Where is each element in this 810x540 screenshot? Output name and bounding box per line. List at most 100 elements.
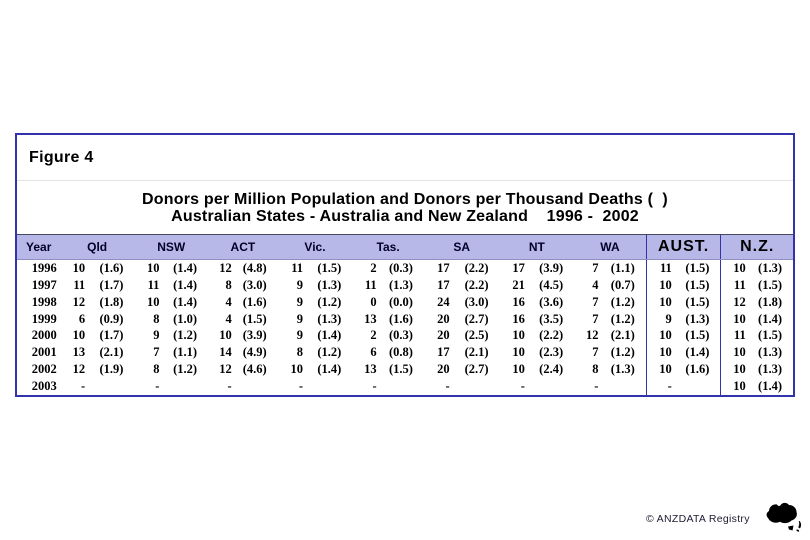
donors-per-million-value: - bbox=[298, 379, 304, 394]
donors-per-million-value: 12 bbox=[733, 294, 746, 309]
year-cell: 1998 bbox=[31, 294, 57, 309]
donors-per-thousand-deaths-value: (2.2) bbox=[464, 260, 489, 275]
data-cell-vic: 8 (1.2) bbox=[278, 344, 353, 361]
data-cell-tas: 11 (1.3) bbox=[352, 277, 424, 294]
donors-per-million-value: 16 bbox=[512, 294, 525, 309]
donors-per-thousand-deaths-value: (2.5) bbox=[464, 328, 489, 343]
data-cell-tas: 13 (1.6) bbox=[352, 311, 424, 328]
donors-per-thousand-deaths-value: (1.8) bbox=[758, 294, 782, 309]
data-cell-wa: 7 (1.1) bbox=[574, 260, 646, 277]
header-cell-vic: Vic. bbox=[304, 240, 326, 254]
donors-per-thousand-deaths-value: (1.2) bbox=[173, 328, 198, 343]
donors-per-million-value: 10 bbox=[733, 362, 746, 377]
year-cell: 1996 bbox=[31, 260, 57, 275]
donors-per-thousand-deaths-value: (0.3) bbox=[388, 328, 413, 343]
donors-per-thousand-deaths-value: (2.7) bbox=[464, 362, 489, 377]
data-cell-qld: 10 (1.7) bbox=[60, 328, 135, 345]
data-cell-nz: 10 (1.3) bbox=[720, 344, 793, 362]
donors-per-million-value: 8 bbox=[225, 277, 232, 292]
donors-per-million-value: 7 bbox=[153, 345, 160, 360]
donors-per-million-value: 10 bbox=[512, 328, 525, 343]
header-cell-sa: SA bbox=[453, 240, 471, 254]
donors-per-million-value: 2 bbox=[370, 260, 377, 275]
data-cell-tas: 13 (1.5) bbox=[352, 361, 424, 378]
donors-per-thousand-deaths-value: (1.8) bbox=[99, 294, 124, 309]
data-cell-sa: - bbox=[424, 378, 500, 395]
donors-per-million-value: - bbox=[227, 379, 232, 394]
donors-per-thousand-deaths-value: (1.3) bbox=[685, 311, 710, 326]
data-cell-nz: 10 (1.3) bbox=[720, 361, 793, 379]
donors-per-million-value: 8 bbox=[153, 311, 160, 326]
data-cell-sa: 20 (2.5) bbox=[424, 328, 500, 345]
donors-per-thousand-deaths-value: (1.3) bbox=[758, 260, 782, 275]
year-cell: 2002 bbox=[31, 362, 57, 377]
donors-per-thousand-deaths-value: (4.8) bbox=[242, 260, 267, 275]
donors-per-thousand-deaths-value: (1.6) bbox=[685, 362, 710, 377]
data-cell-wa: 8 (1.3) bbox=[574, 361, 646, 378]
donors-per-thousand-deaths-value: (2.4) bbox=[539, 362, 564, 377]
donors-per-million-value: 16 bbox=[512, 311, 525, 326]
data-cell-wa: 12 (2.1) bbox=[574, 328, 646, 345]
donors-per-million-value: 17 bbox=[437, 345, 450, 360]
donors-per-million-value: 4 bbox=[225, 294, 232, 309]
data-cell-aust: 10 (1.4) bbox=[645, 344, 721, 362]
donors-per-million-value: 7 bbox=[592, 294, 599, 309]
donors-per-million-value: 17 bbox=[437, 260, 450, 275]
data-cell-sa: 24 (3.0) bbox=[424, 294, 500, 311]
donors-per-thousand-deaths-value: (1.2) bbox=[610, 345, 635, 360]
donors-per-million-value: 4 bbox=[592, 277, 599, 292]
data-cell-nz: 12 (1.8) bbox=[720, 293, 793, 311]
data-cell-nz: 10 (1.4) bbox=[720, 310, 793, 328]
donors-per-thousand-deaths-value: (4.9) bbox=[242, 345, 267, 360]
data-cell-nsw: 8 (1.0) bbox=[134, 311, 208, 328]
table-row-2002: 2002 12 (1.9) 8 (1.2) 12 (4.6) 10 (1.4) 13 (1.5) 20… bbox=[17, 361, 793, 379]
donors-per-million-value: 12 bbox=[219, 260, 232, 275]
data-cell-qld: 11 (1.7) bbox=[60, 277, 135, 294]
donors-per-million-value: 7 bbox=[592, 260, 599, 275]
donors-per-thousand-deaths-value: (1.4) bbox=[685, 345, 710, 360]
data-cell-nt: 16 (3.6) bbox=[500, 294, 575, 311]
table-header-row: Year Qld NSW ACT Vic. Tas. SA NT WA AUST. N.Z. bbox=[17, 234, 793, 260]
table-row-2001: 2001 13 (2.1) 7 (1.1) 14 (4.9) 8 (1.2) 6 (0.8) 17 (2… bbox=[17, 344, 793, 362]
donors-per-million-value: 10 bbox=[659, 328, 672, 343]
donors-per-million-value: 11 bbox=[364, 277, 377, 292]
donors-per-million-value: 8 bbox=[296, 345, 304, 360]
donors-per-million-value: - bbox=[155, 379, 160, 394]
donors-per-thousand-deaths-value: (1.4) bbox=[758, 379, 782, 394]
donors-per-million-value: 11 bbox=[733, 277, 746, 292]
header-cell-year: Year bbox=[26, 240, 52, 254]
donors-per-million-value: 4 bbox=[225, 311, 232, 326]
header-cell-aust: AUST. bbox=[645, 235, 721, 259]
data-cell-qld: 13 (2.1) bbox=[60, 344, 135, 361]
table-row-1997: 1997 11 (1.7) 11 (1.4) 8 (3.0) 9 (1.3) 11 (1.3) 17 (… bbox=[17, 276, 793, 294]
donors-per-thousand-deaths-value: (1.4) bbox=[173, 277, 198, 292]
donors-per-thousand-deaths-value: (1.1) bbox=[610, 260, 635, 275]
figure-panel: Figure 4 Donors per Million Population a… bbox=[15, 133, 795, 397]
data-cell-nsw: - bbox=[134, 378, 208, 395]
table-row-2000: 2000 10 (1.7) 9 (1.2) 10 (3.9) 9 (1.4) 2 (0.3) 20 (2… bbox=[17, 327, 793, 345]
donors-per-thousand-deaths-value: (2.2) bbox=[539, 328, 564, 343]
donors-per-thousand-deaths-value: (3.9) bbox=[539, 260, 564, 275]
donors-per-thousand-deaths-value: (1.5) bbox=[685, 260, 710, 275]
donors-per-million-value: 11 bbox=[73, 277, 86, 292]
data-cell-wa: 7 (1.2) bbox=[574, 311, 646, 328]
data-cell-nt: 10 (2.4) bbox=[500, 361, 575, 378]
data-cell-nt: 21 (4.5) bbox=[500, 277, 575, 294]
donors-per-thousand-deaths-value: (1.2) bbox=[610, 294, 635, 309]
donors-per-million-value: 6 bbox=[78, 311, 86, 326]
donors-per-thousand-deaths-value: (1.4) bbox=[173, 294, 198, 309]
donors-per-thousand-deaths-value: (0.8) bbox=[388, 345, 413, 360]
data-cell-nt: 10 (2.2) bbox=[500, 328, 575, 345]
donors-per-million-value: 11 bbox=[147, 277, 160, 292]
donors-per-million-value: 10 bbox=[733, 311, 746, 326]
donors-per-thousand-deaths-value: (1.5) bbox=[685, 328, 710, 343]
donors-per-million-value: - bbox=[520, 379, 525, 394]
header-cell-wa: WA bbox=[600, 240, 620, 254]
donors-per-million-value: 10 bbox=[659, 277, 672, 292]
data-cell-vic: 9 (1.3) bbox=[278, 277, 353, 294]
donors-per-million-value: 10 bbox=[72, 260, 86, 275]
donors-per-thousand-deaths-value: (1.4) bbox=[317, 362, 342, 377]
donors-per-million-value: 9 bbox=[296, 311, 304, 326]
table-body: 1996 10 (1.6) 10 (1.4) 12 (4.8) 11 (1.5) 2 (0.3) 17… bbox=[17, 260, 793, 395]
